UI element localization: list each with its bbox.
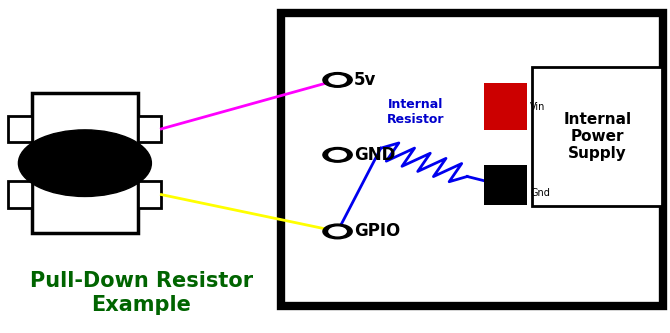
- Circle shape: [18, 130, 151, 196]
- Text: Pull-Down Resistor
Example: Pull-Down Resistor Example: [30, 271, 253, 315]
- Text: Internal
Power
Supply: Internal Power Supply: [563, 112, 631, 162]
- Bar: [9, 116, 31, 142]
- Circle shape: [329, 151, 346, 159]
- Text: Internal
Resistor: Internal Resistor: [387, 98, 445, 126]
- Bar: [281, 13, 663, 306]
- Circle shape: [329, 76, 346, 84]
- Bar: [484, 83, 527, 130]
- Text: GND: GND: [354, 146, 395, 164]
- Circle shape: [323, 224, 352, 239]
- Bar: [31, 93, 138, 233]
- Bar: [138, 116, 161, 142]
- Circle shape: [323, 148, 352, 162]
- Bar: [484, 165, 527, 205]
- Text: 5v: 5v: [354, 71, 377, 89]
- Circle shape: [329, 227, 346, 236]
- Bar: [533, 67, 662, 206]
- Text: Gnd: Gnd: [531, 188, 550, 198]
- Bar: [9, 181, 31, 208]
- Text: Vin: Vin: [531, 102, 546, 112]
- Text: GPIO: GPIO: [354, 222, 401, 240]
- Bar: [138, 181, 161, 208]
- Circle shape: [323, 73, 352, 87]
